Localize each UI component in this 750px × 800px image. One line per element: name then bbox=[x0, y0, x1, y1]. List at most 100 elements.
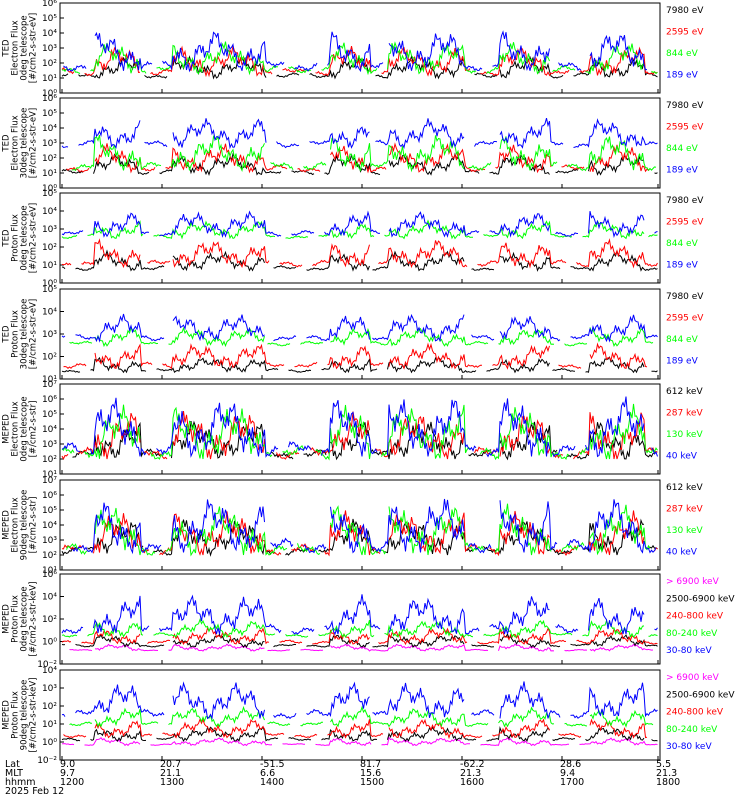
y-tick-label: 10² bbox=[42, 353, 57, 363]
panel-frame bbox=[59, 479, 661, 571]
y-axis-label-line: MEPED bbox=[2, 414, 12, 444]
y-tick-label: 10⁰ bbox=[42, 184, 57, 194]
y-axis-label-line: Proton Flux bbox=[11, 214, 21, 262]
footer-value: 20.7 bbox=[160, 759, 181, 770]
series-line bbox=[72, 420, 657, 461]
legend-entry: 844 eV bbox=[666, 335, 699, 345]
footer-row-label: hhmm bbox=[5, 777, 36, 788]
y-axis-label: TEDProton Flux30deg telescope[#/cm2-s-st… bbox=[2, 299, 39, 370]
legend-entry: 2500-6900 keV bbox=[666, 594, 735, 604]
y-tick-label: 10³ bbox=[42, 440, 57, 450]
y-tick-label: 10⁰ bbox=[42, 89, 57, 99]
y-tick-label: 10² bbox=[42, 551, 57, 561]
legend-entry: 844 eV bbox=[666, 49, 699, 59]
y-axis-label-line: 0deg telescope bbox=[20, 205, 30, 270]
y-tick-label: 10¹ bbox=[42, 375, 57, 385]
y-tick-label: 10¹ bbox=[42, 261, 57, 271]
footer-value: 9.4 bbox=[560, 768, 575, 779]
series-line bbox=[61, 238, 658, 269]
legend-entry: 189 eV bbox=[666, 165, 699, 175]
y-tick-label: 10⁰ bbox=[42, 738, 57, 748]
legend-entry: 2595 eV bbox=[666, 217, 704, 227]
panel-frame bbox=[59, 669, 661, 761]
series-line bbox=[61, 626, 658, 646]
series-line bbox=[69, 643, 654, 652]
y-tick-label: 10¹ bbox=[42, 470, 57, 480]
series-line bbox=[61, 396, 658, 458]
y-axis-label-line: Proton Flux bbox=[11, 595, 21, 643]
footer-date: 2025 Feb 12 bbox=[5, 786, 64, 797]
y-tick-label: 10³ bbox=[42, 684, 57, 694]
series-line bbox=[72, 498, 657, 555]
footer-value: 1500 bbox=[360, 777, 384, 788]
legend-entry: 30-80 keV bbox=[666, 742, 712, 752]
y-axis-label-line: [#/cm2-s-str-eV] bbox=[29, 13, 39, 83]
y-tick-label: 10⁶ bbox=[42, 0, 57, 9]
y-tick-label: 10⁵ bbox=[42, 14, 57, 24]
y-axis-label-line: TED bbox=[2, 39, 12, 58]
y-tick-label: 10² bbox=[42, 154, 57, 164]
y-axis-label-line: 90deg telescope bbox=[20, 490, 30, 561]
legend-entry: 612 keV bbox=[666, 483, 703, 493]
footer-row-label: MLT bbox=[5, 768, 23, 779]
y-tick-label: 10³ bbox=[42, 225, 57, 235]
footer-value: 5.5 bbox=[656, 759, 671, 770]
series-line bbox=[61, 313, 658, 343]
legend-entry: 844 eV bbox=[666, 144, 699, 154]
footer-value: 1800 bbox=[656, 777, 680, 788]
y-axis-label-line: 30deg telescope bbox=[20, 108, 30, 179]
y-tick-label: 10⁻² bbox=[37, 660, 57, 670]
footer-value: 21.3 bbox=[656, 768, 677, 779]
y-axis-label-line: 90deg telescope bbox=[20, 680, 30, 751]
footer-value: 1700 bbox=[560, 777, 584, 788]
y-tick-label: 10⁴ bbox=[42, 207, 57, 217]
footer-value: 15.6 bbox=[360, 768, 381, 779]
footer-row-label: Lat bbox=[5, 759, 20, 770]
y-tick-label: 10⁴ bbox=[42, 308, 57, 318]
series-line bbox=[61, 594, 658, 636]
y-tick-label: 10⁰ bbox=[42, 638, 57, 648]
y-axis-label: MEPEDElectron Flux90deg telescope[#/cm2-… bbox=[2, 490, 39, 561]
y-tick-label: 10³ bbox=[42, 330, 57, 340]
y-tick-label: 10³ bbox=[42, 44, 57, 54]
y-tick-label: 10⁴ bbox=[42, 124, 57, 134]
footer-value: 81.7 bbox=[360, 759, 381, 770]
y-tick-label: 10⁵ bbox=[42, 506, 57, 516]
y-tick-label: 10¹ bbox=[42, 74, 57, 84]
y-axis-label-line: 30deg telescope bbox=[20, 299, 30, 370]
legend-entry: 30-80 keV bbox=[666, 646, 712, 656]
legend-entry: 40 keV bbox=[666, 451, 698, 461]
y-axis-label-line: Proton Flux bbox=[11, 691, 21, 739]
legend-entry: > 6900 keV bbox=[666, 673, 720, 683]
legend-entry: 287 keV bbox=[666, 504, 703, 514]
y-axis-label-line: [#/cm2-s-str-eV] bbox=[29, 108, 39, 178]
legend-entry: 287 keV bbox=[666, 408, 703, 418]
legend-entry: 7980 eV bbox=[666, 101, 704, 111]
series-line bbox=[61, 117, 658, 150]
footer-value: 9.0 bbox=[60, 759, 75, 770]
series-line bbox=[61, 41, 658, 76]
y-tick-label: 10² bbox=[42, 243, 57, 253]
y-axis-label: TEDElectron Flux30deg telescope[#/cm2-s-… bbox=[2, 108, 39, 179]
y-tick-label: 10¹ bbox=[42, 566, 57, 576]
y-axis-label: TEDProton Flux0deg telescope[#/cm2-s-str… bbox=[2, 203, 39, 273]
legend-entry: 2595 eV bbox=[666, 27, 704, 37]
y-axis-label: MEPEDElectron Flux0deg telescope[#/cm2-s… bbox=[2, 396, 39, 461]
y-tick-label: 10³ bbox=[42, 536, 57, 546]
y-tick-label: 10⁴ bbox=[42, 425, 57, 435]
y-axis-label-line: TED bbox=[2, 134, 12, 153]
panel-frame bbox=[59, 2, 661, 94]
legend-entry: 240-800 keV bbox=[666, 708, 724, 718]
y-axis-label-line: MEPED bbox=[2, 604, 12, 634]
y-tick-label: 10⁵ bbox=[42, 109, 57, 119]
y-axis-label-line: [#/cm2-s-str-eV] bbox=[29, 203, 39, 273]
y-axis-label-line: [#/cm2-s-str-keV] bbox=[29, 582, 39, 657]
y-axis-label-line: [#/cm2-s-str] bbox=[29, 497, 39, 554]
series-line bbox=[61, 403, 658, 461]
y-tick-label: 10⁻² bbox=[37, 756, 57, 766]
